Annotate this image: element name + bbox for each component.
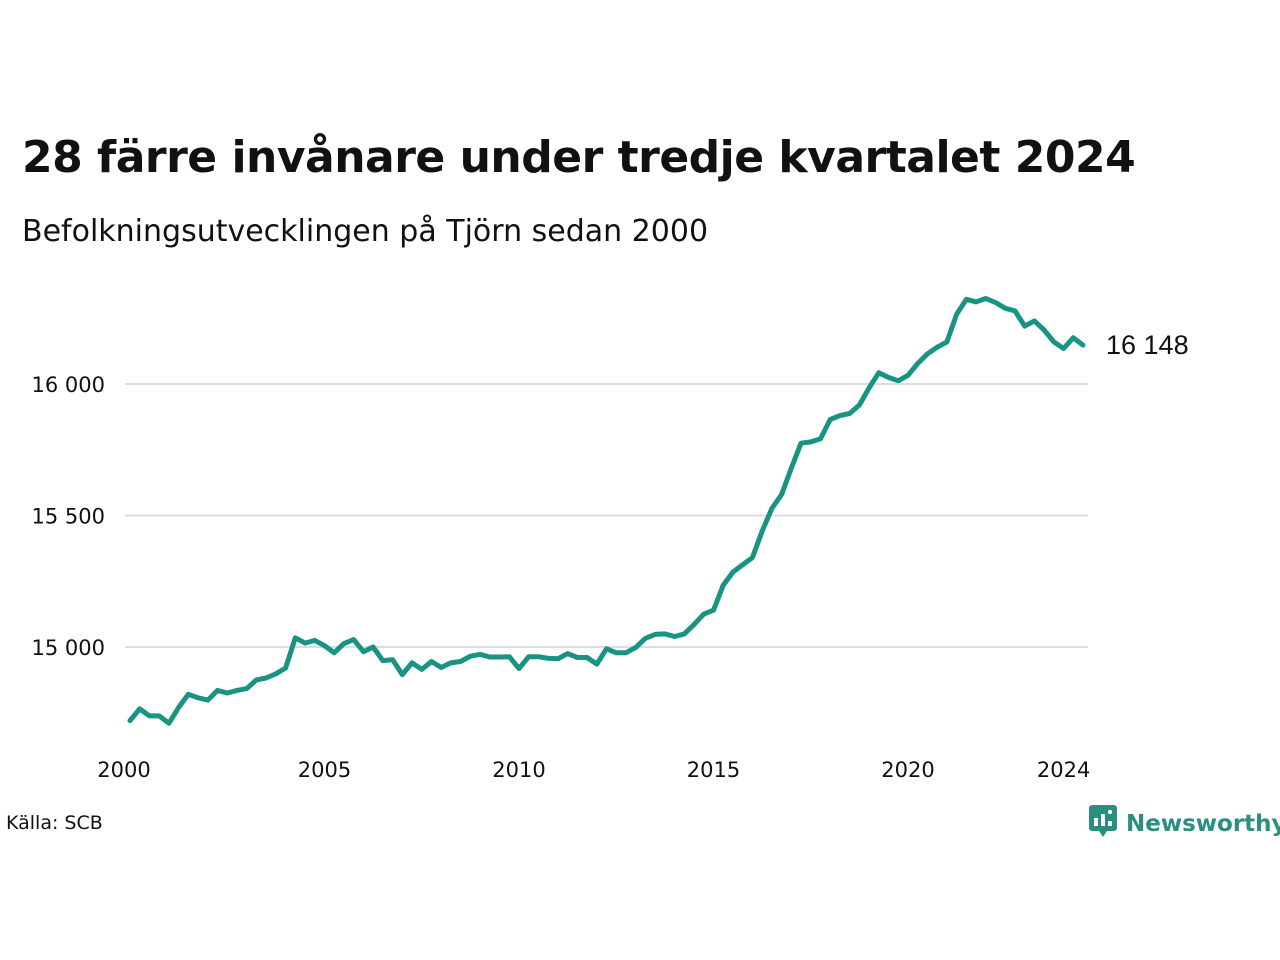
x-tick-label: 2015	[687, 758, 740, 782]
x-axis-ticks: 2000 2005 2010 2015 2020 2024	[97, 758, 1090, 782]
series-line	[127, 296, 1086, 726]
end-value-label-group: 16 148	[1106, 330, 1189, 360]
y-tick-label: 15 500	[32, 505, 105, 529]
x-tick-label: 2005	[298, 758, 351, 782]
chart-series	[127, 296, 1086, 726]
newsworthy-logo-icon	[1088, 804, 1118, 843]
y-axis-ticks: 15 000 15 500 16 000	[32, 373, 105, 660]
end-value-label: 16 148	[1106, 330, 1189, 360]
x-tick-label: 2000	[97, 758, 150, 782]
x-tick-label: 2020	[881, 758, 934, 782]
chart-subtitle: Befolkningsutvecklingen på Tjörn sedan 2…	[22, 214, 709, 249]
y-tick-label: 15 000	[32, 636, 105, 660]
source-note: Källa: SCB	[6, 812, 103, 834]
x-tick-label: 2010	[492, 758, 545, 782]
chart-title: 28 färre invånare under tredje kvartalet…	[22, 132, 1136, 183]
chart-gridlines	[125, 383, 1088, 648]
brand-name: Newsworthy	[1126, 810, 1280, 837]
brand-logo[interactable]: Newsworthy	[1088, 804, 1280, 843]
y-tick-label: 16 000	[32, 373, 105, 397]
x-tick-label: 2024	[1037, 758, 1090, 782]
